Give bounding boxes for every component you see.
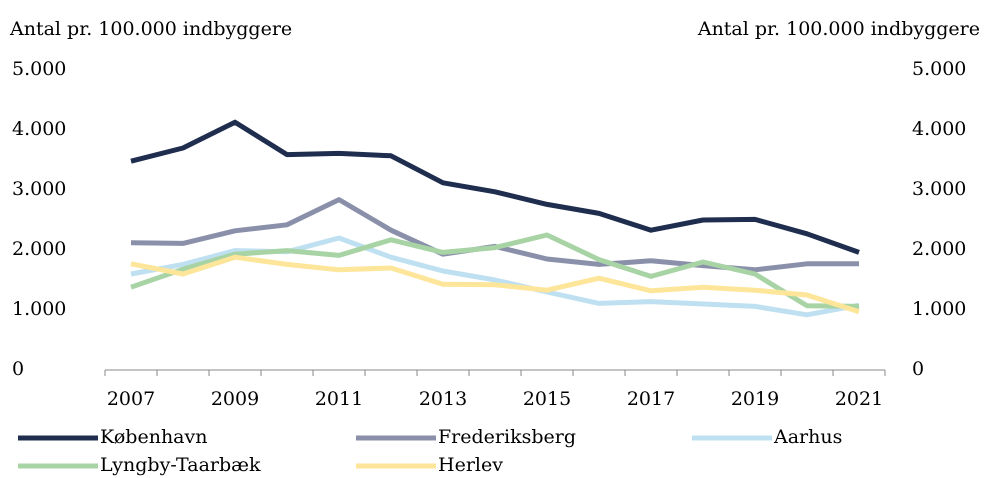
y-tick-label: 1.000 <box>12 298 66 320</box>
series-line <box>130 232 860 309</box>
y2-tick-label: 1.000 <box>912 298 966 320</box>
legend-label: Herlev <box>438 454 503 476</box>
y2-tick-label: 0 <box>912 358 924 380</box>
x-tick-label: 2013 <box>419 388 467 410</box>
x-tick-label: 2019 <box>731 388 779 410</box>
y-tick-label: 0 <box>12 358 24 380</box>
x-tick-label: 2007 <box>107 388 155 410</box>
legend-label: Lyngby-Taarbæk <box>100 454 261 476</box>
y2-axis-title: Antal pr. 100.000 indbyggere <box>697 18 980 40</box>
x-tick-label: 2017 <box>627 388 675 410</box>
legend-label: Aarhus <box>773 426 842 448</box>
y-tick-label: 5.000 <box>12 58 66 80</box>
series-line <box>130 254 860 315</box>
y2-tick-label: 5.000 <box>912 58 966 80</box>
y-tick-label: 3.000 <box>12 178 66 200</box>
y2-tick-label: 3.000 <box>912 178 966 200</box>
x-tick-label: 2015 <box>523 388 571 410</box>
series-line <box>130 119 860 255</box>
x-tick-label: 2009 <box>211 388 259 410</box>
x-tick-label: 2021 <box>835 388 883 410</box>
y2-tick-label: 2.000 <box>912 238 966 260</box>
y-axis-title: Antal pr. 100.000 indbyggere <box>9 18 292 40</box>
legend-label: Frederiksberg <box>438 426 576 448</box>
y2-tick-label: 4.000 <box>912 118 966 140</box>
y-tick-label: 4.000 <box>12 118 66 140</box>
legend-label: København <box>100 426 207 448</box>
x-tick-label: 2011 <box>315 388 363 410</box>
y-tick-label: 2.000 <box>12 238 66 260</box>
